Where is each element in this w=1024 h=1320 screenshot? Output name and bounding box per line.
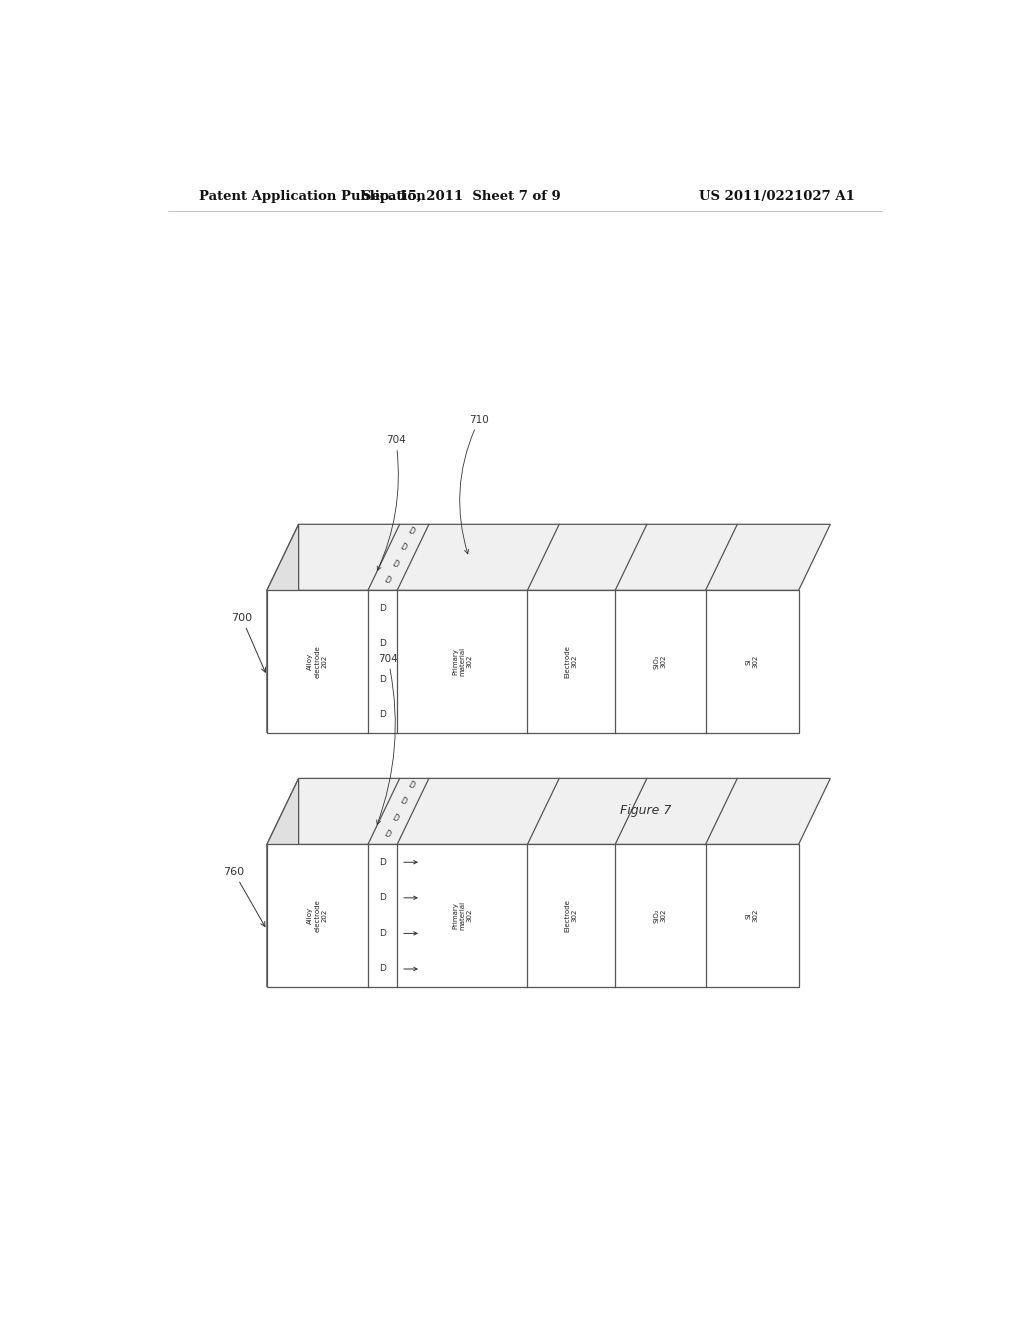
- Text: D: D: [390, 558, 400, 569]
- Text: Primary
material
302: Primary material 302: [453, 647, 472, 676]
- FancyBboxPatch shape: [267, 845, 799, 987]
- Text: D: D: [379, 965, 386, 973]
- Text: Si
302: Si 302: [745, 909, 759, 923]
- Text: 700: 700: [231, 612, 265, 672]
- Text: Figure 7: Figure 7: [620, 804, 672, 817]
- Text: Si
302: Si 302: [745, 655, 759, 668]
- Text: D: D: [379, 929, 386, 939]
- Text: Primary
material
302: Primary material 302: [453, 902, 472, 931]
- Text: D: D: [379, 603, 386, 612]
- Text: US 2011/0221027 A1: US 2011/0221027 A1: [699, 190, 855, 202]
- FancyBboxPatch shape: [267, 590, 799, 733]
- Text: 760: 760: [223, 867, 265, 927]
- Text: D: D: [383, 829, 392, 840]
- Polygon shape: [267, 779, 830, 845]
- Text: D: D: [379, 710, 386, 719]
- Text: Electrode
302: Electrode 302: [565, 645, 578, 678]
- Text: 710: 710: [460, 414, 489, 554]
- Text: Sep. 15, 2011  Sheet 7 of 9: Sep. 15, 2011 Sheet 7 of 9: [361, 190, 561, 202]
- Text: SiO₂
302: SiO₂ 302: [654, 908, 667, 923]
- Text: Patent Application Publication: Patent Application Publication: [200, 190, 426, 202]
- Text: 704: 704: [377, 436, 406, 570]
- Text: Electrode
302: Electrode 302: [565, 899, 578, 932]
- Text: Alloy
electrode
202: Alloy electrode 202: [307, 899, 328, 932]
- Text: D: D: [398, 543, 408, 553]
- Text: D: D: [407, 525, 416, 536]
- Text: 704: 704: [377, 653, 397, 825]
- Text: D: D: [379, 675, 386, 684]
- Text: SiO₂
302: SiO₂ 302: [654, 655, 667, 669]
- Text: D: D: [398, 796, 408, 807]
- Polygon shape: [267, 524, 830, 590]
- Text: D: D: [383, 576, 392, 586]
- Text: D: D: [379, 639, 386, 648]
- Text: D: D: [390, 813, 400, 824]
- Polygon shape: [267, 779, 299, 987]
- Text: D: D: [407, 780, 416, 791]
- Polygon shape: [267, 524, 299, 733]
- Text: D: D: [379, 894, 386, 903]
- Text: D: D: [379, 858, 386, 867]
- Text: Alloy
electrode
202: Alloy electrode 202: [307, 645, 328, 678]
